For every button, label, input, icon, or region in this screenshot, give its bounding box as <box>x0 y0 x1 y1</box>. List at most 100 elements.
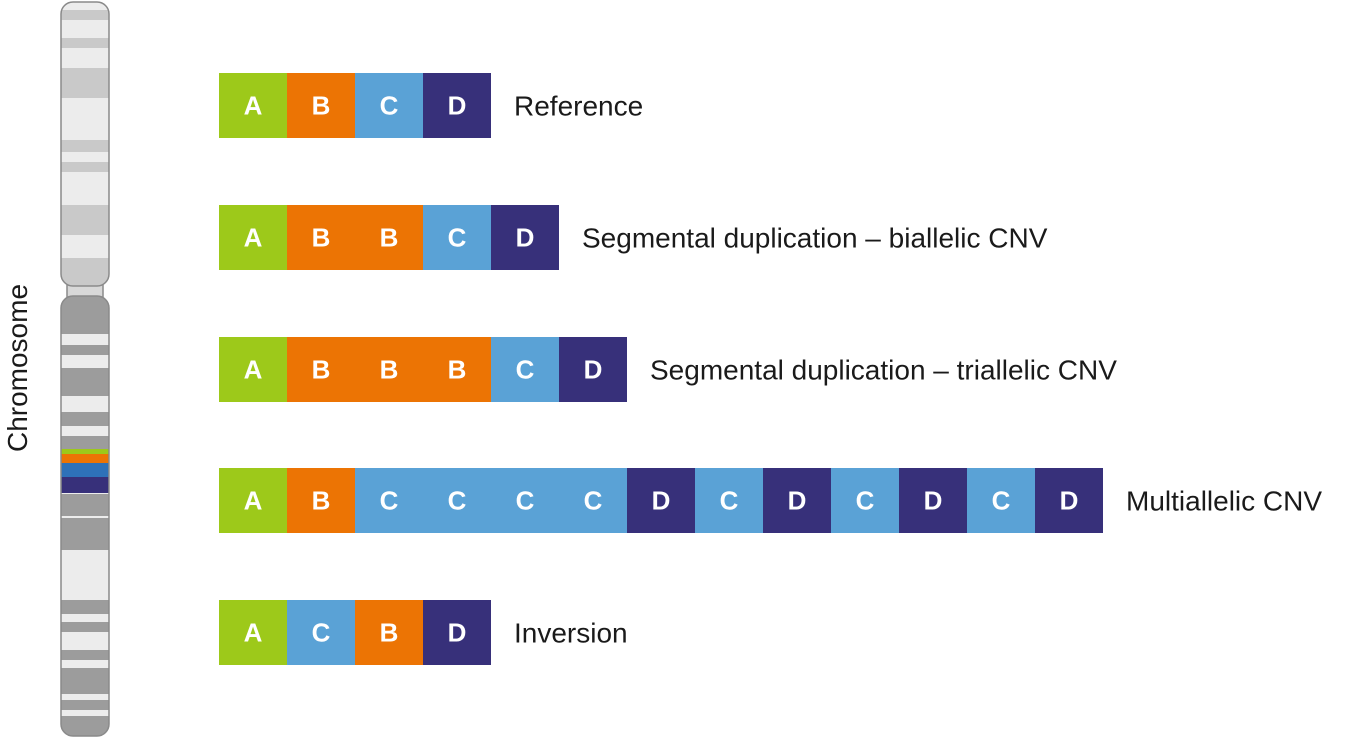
segment-block <box>1035 468 1103 533</box>
segment-block <box>423 468 491 533</box>
segment-block <box>559 337 627 402</box>
chromosome-band <box>61 140 109 152</box>
segment-label: C <box>720 486 739 516</box>
segment-label: C <box>516 486 535 516</box>
row-label: Inversion <box>514 618 628 649</box>
segment-block <box>287 600 355 665</box>
cnv-rows: A B C D Reference A B B C D Segmental duplication … <box>219 73 1322 665</box>
chromosome-p-arm <box>61 2 109 286</box>
segment-label: A <box>244 355 263 385</box>
chromosome-band <box>61 345 109 355</box>
segment-block <box>287 468 355 533</box>
segment-block <box>763 468 831 533</box>
segment-block <box>831 468 899 533</box>
segment-label: D <box>448 618 467 648</box>
segment-label: A <box>244 223 263 253</box>
segment-block <box>695 468 763 533</box>
chromosome-ideogram: Chromosome <box>2 1 110 737</box>
segment-label: A <box>244 618 263 648</box>
chromosome-band <box>61 258 109 286</box>
segment-block <box>423 600 491 665</box>
segment-block <box>491 337 559 402</box>
segment-label: C <box>380 91 399 121</box>
chromosome-highlight-band <box>61 449 109 454</box>
segment-block <box>219 337 287 402</box>
segment-label: D <box>1060 486 1079 516</box>
cnv-row: A B C C C C D C D C D C D Multiallelic CNV <box>219 468 1322 533</box>
segment-block <box>491 205 559 270</box>
chromosome-band <box>61 494 109 516</box>
segment-label: D <box>788 486 807 516</box>
segment-block <box>219 73 287 138</box>
chromosome-band <box>61 38 109 48</box>
chromosome-band <box>61 600 109 614</box>
chromosome-band <box>61 622 109 632</box>
chromosome-label: Chromosome <box>2 284 33 452</box>
chromosome-band <box>61 436 109 450</box>
chromosome-band <box>61 205 109 235</box>
chromosome-band <box>61 162 109 172</box>
chromosome-highlight-band <box>61 454 109 463</box>
segment-block <box>423 73 491 138</box>
segment-block <box>559 468 627 533</box>
segment-block <box>491 468 559 533</box>
segment-label: C <box>992 486 1011 516</box>
segment-block <box>423 205 491 270</box>
chromosome-highlight-band <box>61 477 109 493</box>
segment-label: B <box>312 486 331 516</box>
segment-label: B <box>312 91 331 121</box>
row-label: Reference <box>514 91 643 122</box>
segment-block <box>355 205 423 270</box>
segment-block <box>627 468 695 533</box>
chromosome-band <box>61 68 109 98</box>
segment-label: B <box>380 223 399 253</box>
segment-block <box>423 337 491 402</box>
segment-block <box>355 337 423 402</box>
row-label: Segmental duplication – biallelic CNV <box>582 223 1048 254</box>
cnv-row: A B B C D Segmental duplication – biallelic C… <box>219 205 1048 270</box>
chromosome-band <box>61 700 109 710</box>
chromosome-band <box>61 518 109 550</box>
segment-block <box>219 205 287 270</box>
segment-label: B <box>380 618 399 648</box>
segment-block <box>355 73 423 138</box>
chromosome-band <box>61 368 109 396</box>
segment-label: B <box>312 355 331 385</box>
segment-block <box>355 600 423 665</box>
chromosome-band <box>61 296 109 334</box>
chromosome-highlight-band <box>61 463 109 477</box>
segment-block <box>967 468 1035 533</box>
segment-label: D <box>516 223 535 253</box>
segment-block <box>355 468 423 533</box>
chromosome-band <box>61 650 109 660</box>
segment-label: C <box>856 486 875 516</box>
segment-label: C <box>448 486 467 516</box>
segment-label: A <box>244 486 263 516</box>
cnv-row: A C B D Inversion <box>219 600 628 665</box>
segment-block <box>899 468 967 533</box>
segment-label: B <box>312 223 331 253</box>
segment-label: D <box>448 91 467 121</box>
segment-label: D <box>584 355 603 385</box>
segment-block <box>287 337 355 402</box>
chromosome-band <box>61 10 109 20</box>
segment-label: B <box>380 355 399 385</box>
cnv-row: A B C D Reference <box>219 73 643 138</box>
segment-block <box>219 468 287 533</box>
segment-label: C <box>584 486 603 516</box>
segment-label: C <box>312 618 331 648</box>
chromosome-band <box>61 668 109 694</box>
row-label: Multiallelic CNV <box>1126 486 1322 517</box>
cnv-row: A B B B C D Segmental duplication – triallelic… <box>219 337 1117 402</box>
segment-block <box>287 205 355 270</box>
segment-block <box>219 600 287 665</box>
segment-label: C <box>448 223 467 253</box>
segment-label: B <box>448 355 467 385</box>
segment-block <box>287 73 355 138</box>
chromosome-band <box>61 716 109 736</box>
row-label: Segmental duplication – triallelic CNV <box>650 355 1117 386</box>
segment-label: D <box>924 486 943 516</box>
segment-label: D <box>652 486 671 516</box>
segment-label: C <box>516 355 535 385</box>
